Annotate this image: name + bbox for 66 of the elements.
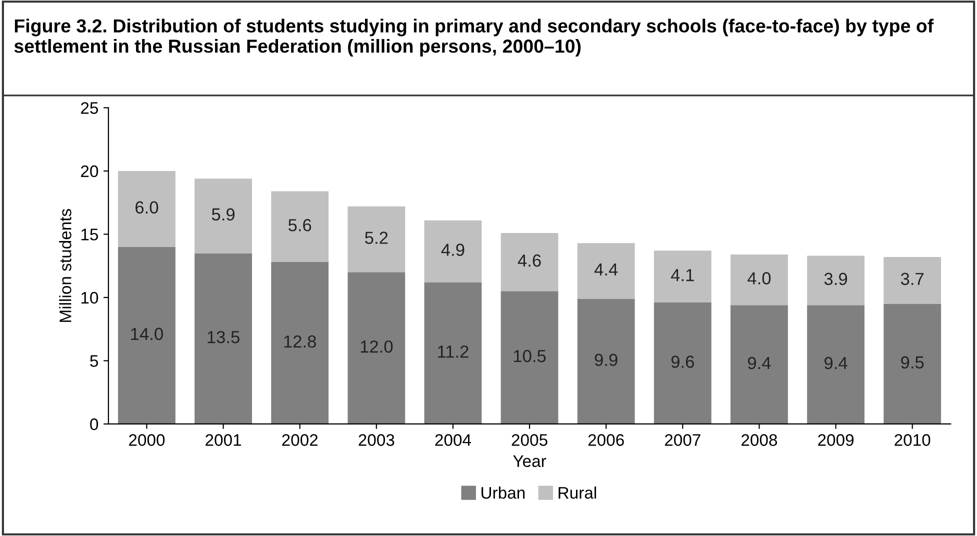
bar (654, 302, 712, 424)
data-label: 9.5 (901, 356, 924, 369)
bar (500, 291, 558, 424)
data-label: 13.5 (208, 330, 240, 344)
bar (654, 250, 712, 303)
y-tick-label: 10 (81, 292, 98, 304)
bar (348, 206, 406, 272)
data-label: 11.2 (438, 346, 468, 358)
data-label: 10.5 (514, 350, 546, 362)
bar (118, 246, 176, 424)
data-label: 3.7 (900, 272, 924, 286)
data-label: 9.4 (748, 356, 771, 370)
x-tick-label: 2000 (129, 434, 165, 446)
y-tick-label: 5 (90, 355, 98, 367)
y-tick-label: 20 (81, 165, 98, 178)
x-tick-label: 2003 (358, 434, 394, 446)
bar (730, 305, 788, 424)
data-label: 14.0 (131, 328, 163, 340)
bar (730, 254, 788, 306)
data-label: 12.8 (284, 335, 316, 348)
bar (424, 282, 482, 424)
x-tick-label: 2007 (664, 434, 700, 446)
bar (271, 191, 329, 262)
bar (118, 170, 176, 247)
legend-label: Urban (482, 486, 525, 499)
bar (807, 305, 864, 424)
x-tick-label: 2008 (742, 434, 778, 446)
y-axis-title: Million students (59, 209, 72, 322)
bar (271, 262, 329, 424)
y-tick-label: 15 (81, 228, 98, 240)
bar (884, 257, 942, 304)
data-label: 9.4 (824, 356, 848, 370)
data-label: 5.9 (212, 208, 235, 221)
data-label: 4.4 (594, 263, 618, 276)
bar (194, 178, 252, 254)
data-label: 9.6 (671, 356, 694, 368)
x-axis-title: Year (513, 455, 546, 468)
x-tick-label: 2010 (894, 434, 930, 446)
y-tick-label: 0 (90, 418, 98, 430)
bar (348, 272, 406, 424)
x-tick-label: 2005 (512, 434, 548, 446)
bar (424, 220, 482, 282)
data-label: 4.0 (748, 272, 771, 284)
bar (194, 253, 252, 424)
legend-label: Rural (558, 486, 596, 499)
data-label: 4.6 (518, 254, 541, 267)
bar (884, 304, 942, 424)
data-label: 12.0 (360, 340, 393, 353)
x-tick-label: 2006 (588, 434, 624, 446)
data-label: 4.1 (670, 269, 694, 282)
x-tick-label: 2002 (282, 434, 318, 446)
data-label: 9.9 (594, 354, 618, 366)
bar (577, 298, 635, 424)
bar (577, 243, 635, 299)
x-tick-label: 2004 (435, 434, 472, 446)
data-label: 4.9 (441, 244, 464, 256)
data-label: 5.2 (365, 232, 388, 244)
bar (807, 256, 864, 306)
x-tick-label: 2001 (206, 434, 242, 446)
x-tick-label: 2009 (818, 434, 854, 446)
bar (500, 232, 558, 292)
chart-title: Figure 3.2. Distribution of students studying in primary and secondary schools (face-to-face) by type of settlement in the Russian Federation (million persons, 2000–10) (14, 18, 934, 57)
data-label: 3.9 (824, 272, 848, 286)
data-label: 6.0 (136, 201, 158, 214)
data-label: 5.6 (288, 219, 312, 232)
y-tick-label: 25 (81, 102, 98, 114)
